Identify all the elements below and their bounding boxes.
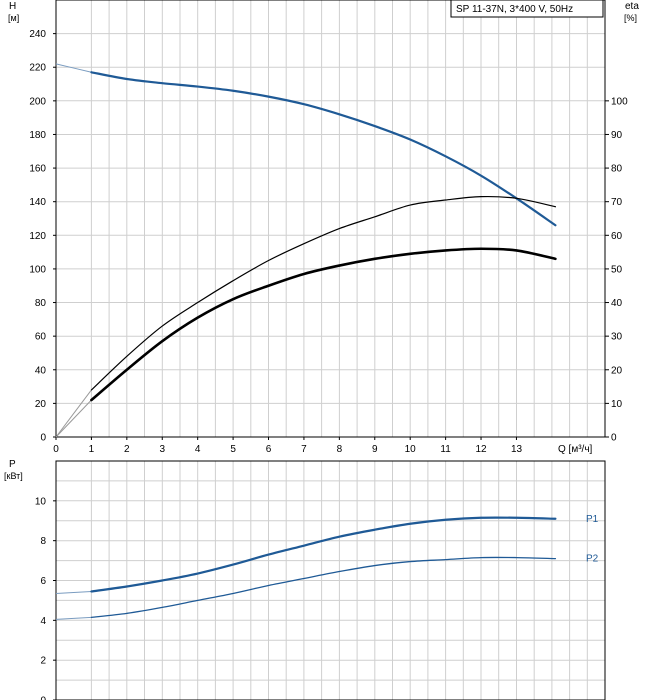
power-tick-label: 2	[40, 656, 46, 667]
eta-tick-labels: 0 10 20 30 40 50 60 70 80 90 100	[605, 96, 628, 444]
head-tick-label: 240	[29, 29, 46, 40]
power-panel: P [кВт] 0 2 4 6 8 10 P1 P2	[4, 459, 606, 700]
eta-tick-label: 80	[611, 164, 623, 175]
eta-tick-label: 60	[611, 231, 623, 242]
head-tick-label: 200	[29, 96, 46, 107]
flow-tick-label: 6	[266, 444, 272, 455]
head-tick-label: 80	[35, 298, 47, 309]
head-tick-labels: 0 20 40 60 80 100 120 140 160 180 200 220 240	[29, 29, 56, 444]
eta-tick-label: 0	[611, 433, 617, 444]
legend-frame	[450, 0, 604, 18]
power-tick-label: 4	[40, 616, 46, 627]
head-extension-line	[55, 63, 92, 73]
head-curve	[90, 71, 557, 227]
eta-pump-extension-line	[55, 399, 92, 438]
flow-tick-label: 10	[405, 444, 417, 455]
head-efficiency-panel: H [м] eta [%] 02040608010012014016018020…	[8, 0, 639, 455]
p2-curve	[90, 556, 557, 618]
head-tick-label: 180	[29, 130, 46, 141]
power-tick-label: 8	[40, 536, 46, 547]
flow-tick-label: 3	[160, 444, 166, 455]
eta-axis-unit: [%]	[624, 13, 637, 23]
legend-box: SP 11-37N, 3*400 V, 50Hz	[450, 0, 604, 18]
top-grid	[56, 0, 605, 437]
head-tick-label: 20	[35, 399, 47, 410]
flow-tick-label: 4	[195, 444, 201, 455]
eta-tick-label: 90	[611, 130, 623, 141]
power-tick-labels: 0 2 4 6 8 10	[35, 496, 56, 700]
flow-tick-label: 11	[440, 444, 451, 455]
top-plot-frame	[55, 0, 606, 438]
head-tick-label: 100	[29, 264, 46, 275]
head-tick-label: 140	[29, 197, 46, 208]
head-tick-label: 0	[40, 433, 46, 444]
eta-tick-label: 30	[611, 332, 623, 343]
eta-tick-label: 70	[611, 197, 623, 208]
p1-extension-line	[55, 590, 92, 594]
eta-tick-label: 20	[611, 365, 623, 376]
flow-tick-label: 2	[124, 444, 130, 455]
flow-tick-label: 1	[89, 444, 95, 455]
head-tick-label: 160	[29, 164, 46, 175]
bottom-grid	[56, 461, 605, 700]
flow-tick-label: 0	[53, 444, 59, 455]
p1-curve	[90, 516, 557, 593]
eta-total-extension-line	[55, 389, 92, 438]
eta-total-curve	[90, 195, 557, 391]
flow-tick-labels: 0 1 2 3 4 5 6 7 8 9 10 11 12 13	[53, 437, 522, 455]
eta-tick-label: 40	[611, 298, 623, 309]
head-tick-label: 120	[29, 231, 46, 242]
legend-text: SP 11-37N, 3*400 V, 50Hz	[456, 4, 573, 15]
flow-tick-label: 12	[475, 444, 487, 455]
head-tick-label: 40	[35, 365, 47, 376]
p2-series-label: P2	[586, 554, 599, 565]
flow-tick-label: 8	[337, 444, 343, 455]
power-axis-label: P	[9, 459, 16, 470]
bottom-series	[55, 516, 557, 620]
p2-extension-line	[55, 616, 92, 620]
flow-tick-label: 9	[372, 444, 378, 455]
power-tick-label: 6	[40, 576, 46, 587]
flow-tick-label: 7	[301, 444, 307, 455]
flow-tick-label: 5	[230, 444, 236, 455]
eta-tick-label: 100	[611, 96, 628, 107]
top-series	[55, 63, 557, 438]
power-axis-unit: [кВт]	[4, 471, 23, 481]
head-tick-label: 60	[35, 332, 47, 343]
power-tick-label: 0	[40, 696, 46, 700]
eta-axis-label: eta	[625, 1, 639, 12]
head-axis-label: H	[9, 1, 16, 12]
eta-tick-label: 10	[611, 399, 623, 410]
p1-series-label: P1	[586, 514, 599, 525]
head-tick-label: 220	[29, 63, 46, 74]
power-tick-label: 10	[35, 496, 47, 507]
eta-tick-label: 50	[611, 264, 623, 275]
head-axis-unit: [м]	[8, 13, 19, 23]
power-series-labels: P1 P2	[586, 514, 599, 565]
flow-tick-label: 13	[511, 444, 523, 455]
eta-pump-curve	[90, 247, 557, 402]
flow-axis-label: Q [м³/ч]	[558, 444, 593, 455]
